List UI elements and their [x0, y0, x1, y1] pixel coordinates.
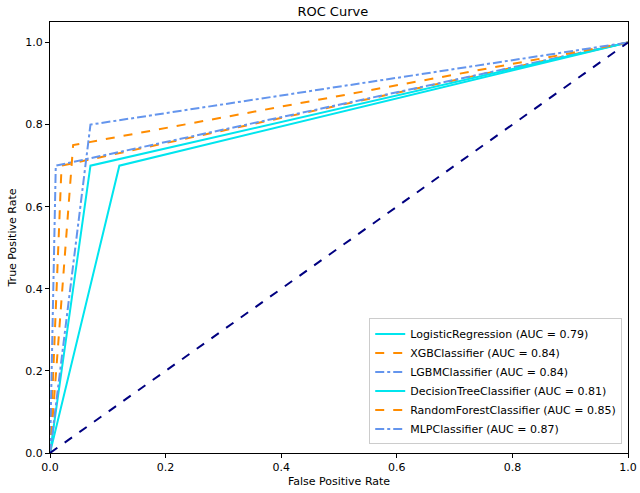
svg-text:True Positive Rate: True Positive Rate	[6, 188, 19, 287]
svg-text:0.6: 0.6	[25, 201, 43, 214]
svg-text:ROC Curve: ROC Curve	[297, 4, 368, 19]
svg-text:MLPClassifier (AUC = 0.87): MLPClassifier (AUC = 0.87)	[410, 423, 559, 436]
svg-text:RandomForestClassifier (AUC =: RandomForestClassifier (AUC = 0.85)	[410, 404, 616, 417]
svg-text:False Positive Rate: False Positive Rate	[288, 475, 390, 488]
svg-text:0.2: 0.2	[157, 461, 175, 474]
svg-text:0.6: 0.6	[388, 461, 406, 474]
svg-text:LogisticRegression (AUC = 0.79: LogisticRegression (AUC = 0.79)	[410, 328, 588, 341]
svg-text:XGBClassifier (AUC = 0.84): XGBClassifier (AUC = 0.84)	[410, 347, 560, 360]
svg-text:0.0: 0.0	[25, 447, 43, 460]
svg-text:1.0: 1.0	[25, 36, 43, 49]
svg-text:0.4: 0.4	[25, 283, 43, 296]
svg-text:DecisionTreeClassifier (AUC =: DecisionTreeClassifier (AUC = 0.81)	[410, 385, 606, 398]
svg-text:0.4: 0.4	[272, 461, 290, 474]
svg-text:0.8: 0.8	[504, 461, 522, 474]
svg-text:0.2: 0.2	[25, 365, 43, 378]
svg-text:LGBMClassifier (AUC = 0.84): LGBMClassifier (AUC = 0.84)	[410, 366, 568, 379]
svg-text:0.0: 0.0	[41, 461, 59, 474]
svg-text:0.8: 0.8	[25, 118, 43, 131]
svg-text:1.0: 1.0	[619, 461, 637, 474]
